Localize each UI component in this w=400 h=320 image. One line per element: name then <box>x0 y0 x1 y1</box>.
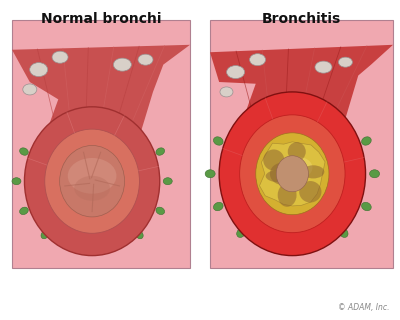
Text: Normal bronchi: Normal bronchi <box>41 12 161 26</box>
Polygon shape <box>12 45 190 137</box>
Ellipse shape <box>12 178 21 185</box>
Ellipse shape <box>291 166 308 185</box>
Ellipse shape <box>240 115 345 233</box>
Ellipse shape <box>23 84 37 95</box>
Ellipse shape <box>74 176 110 201</box>
Ellipse shape <box>113 58 131 71</box>
Ellipse shape <box>105 244 112 252</box>
Ellipse shape <box>278 183 296 207</box>
Ellipse shape <box>156 207 164 215</box>
Ellipse shape <box>24 107 160 256</box>
Ellipse shape <box>20 207 28 215</box>
Ellipse shape <box>60 146 124 217</box>
Ellipse shape <box>302 165 324 179</box>
Ellipse shape <box>315 61 332 73</box>
Ellipse shape <box>220 87 233 97</box>
Polygon shape <box>260 142 325 206</box>
Ellipse shape <box>370 170 380 178</box>
Ellipse shape <box>72 244 79 252</box>
Ellipse shape <box>30 63 48 76</box>
Ellipse shape <box>338 57 352 67</box>
Ellipse shape <box>270 243 278 252</box>
Ellipse shape <box>20 148 28 155</box>
Ellipse shape <box>270 163 294 185</box>
Ellipse shape <box>205 170 215 178</box>
Ellipse shape <box>237 228 246 237</box>
Ellipse shape <box>45 129 140 233</box>
Polygon shape <box>210 45 393 125</box>
Ellipse shape <box>306 243 315 252</box>
Ellipse shape <box>263 149 284 171</box>
Ellipse shape <box>41 230 49 239</box>
Ellipse shape <box>276 156 308 192</box>
Ellipse shape <box>280 156 312 179</box>
Ellipse shape <box>362 202 371 211</box>
Ellipse shape <box>68 158 116 194</box>
Ellipse shape <box>299 181 322 203</box>
Ellipse shape <box>156 148 164 155</box>
Ellipse shape <box>250 54 266 66</box>
Ellipse shape <box>52 51 68 63</box>
Ellipse shape <box>138 54 153 65</box>
Text: Bronchitis: Bronchitis <box>262 12 341 26</box>
Ellipse shape <box>339 228 348 237</box>
Ellipse shape <box>362 137 371 145</box>
Ellipse shape <box>135 230 143 239</box>
Ellipse shape <box>227 66 245 79</box>
Ellipse shape <box>288 142 306 161</box>
Ellipse shape <box>219 92 366 256</box>
Text: © ADAM, Inc.: © ADAM, Inc. <box>338 303 390 312</box>
Ellipse shape <box>266 170 294 182</box>
Ellipse shape <box>214 137 223 145</box>
FancyBboxPatch shape <box>12 20 190 268</box>
Ellipse shape <box>214 202 223 211</box>
Ellipse shape <box>163 178 172 185</box>
Ellipse shape <box>256 133 329 215</box>
FancyBboxPatch shape <box>210 20 393 268</box>
